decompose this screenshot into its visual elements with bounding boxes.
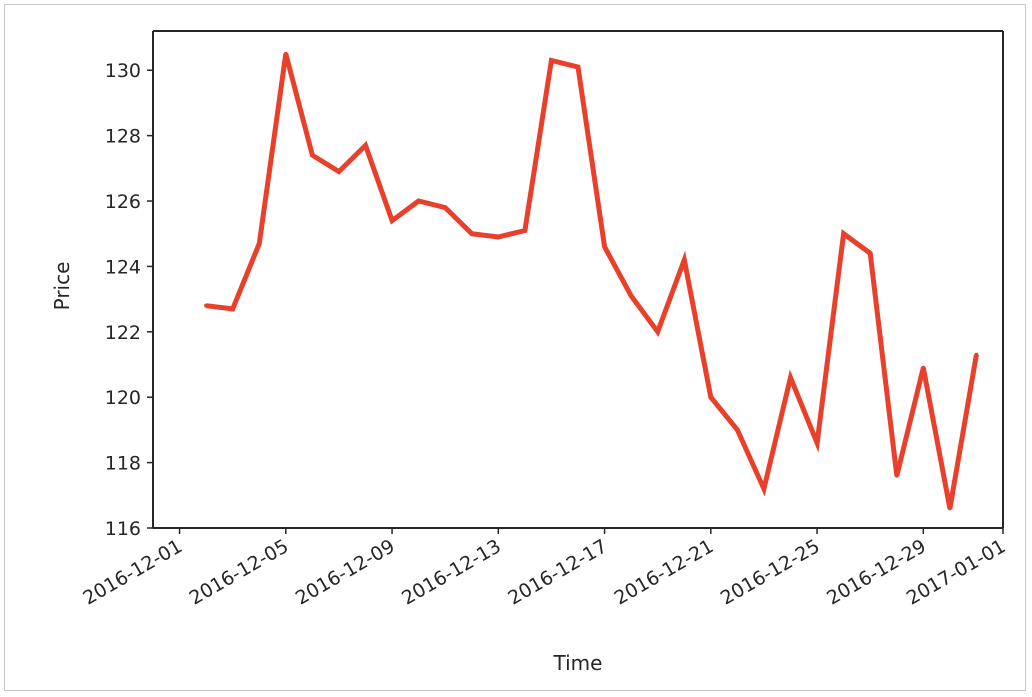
- y-tick-label: 126: [105, 191, 141, 213]
- price-data-point: [257, 241, 262, 246]
- price-data-point: [204, 303, 209, 308]
- price-data-point: [761, 486, 766, 491]
- price-data-point: [815, 440, 820, 445]
- price-data-point: [868, 251, 873, 256]
- price-data-point: [416, 199, 421, 204]
- price-data-point: [283, 51, 288, 56]
- y-tick-label: 120: [105, 387, 141, 409]
- axes: [152, 30, 1004, 529]
- price-data-point: [602, 244, 607, 249]
- x-tick-label: 2016-12-17: [504, 535, 611, 609]
- y-axis-label: Price: [50, 262, 74, 311]
- x-tick-label: 2016-12-13: [398, 535, 505, 609]
- price-data-point: [974, 352, 979, 357]
- price-data-point: [230, 306, 235, 311]
- price-data-point: [788, 375, 793, 380]
- price-data-point: [735, 427, 740, 432]
- x-tick-label: 2016-12-25: [717, 535, 824, 609]
- price-data-point: [522, 228, 527, 233]
- price-data-point: [682, 257, 687, 262]
- x-tick-label: 2016-12-09: [292, 535, 399, 609]
- price-data-point: [390, 218, 395, 223]
- price-data-point: [841, 231, 846, 236]
- y-tick-label: 128: [105, 126, 141, 148]
- price-data-point: [576, 64, 580, 69]
- price-data-point: [655, 329, 660, 334]
- price-series-line: [205, 53, 979, 509]
- price-data-point: [629, 293, 634, 298]
- price-data-point: [549, 58, 554, 63]
- price-data-point: [363, 143, 368, 148]
- y-tick-label: 124: [105, 256, 141, 278]
- y-tick-label: 116: [105, 518, 141, 540]
- x-tick-label: 2016-12-05: [186, 535, 293, 609]
- y-tick-label: 118: [105, 453, 141, 475]
- price-data-point: [708, 395, 713, 400]
- x-axis-label: Time: [553, 651, 603, 675]
- price-data-point: [496, 234, 501, 239]
- y-tick-label: 122: [105, 322, 141, 344]
- series: [204, 51, 979, 511]
- price-data-point: [894, 473, 899, 478]
- y-tick-label: 130: [105, 60, 141, 82]
- price-data-point: [336, 169, 341, 174]
- price-data-point: [310, 153, 315, 158]
- price-data-point: [947, 506, 952, 511]
- price-data-point: [921, 365, 926, 370]
- price-data-point: [469, 231, 474, 236]
- chart-frame: [4, 4, 1026, 691]
- x-tick-label: 2016-12-21: [611, 535, 718, 609]
- x-tick-label: 2016-12-01: [79, 535, 186, 609]
- price-data-point: [443, 205, 448, 210]
